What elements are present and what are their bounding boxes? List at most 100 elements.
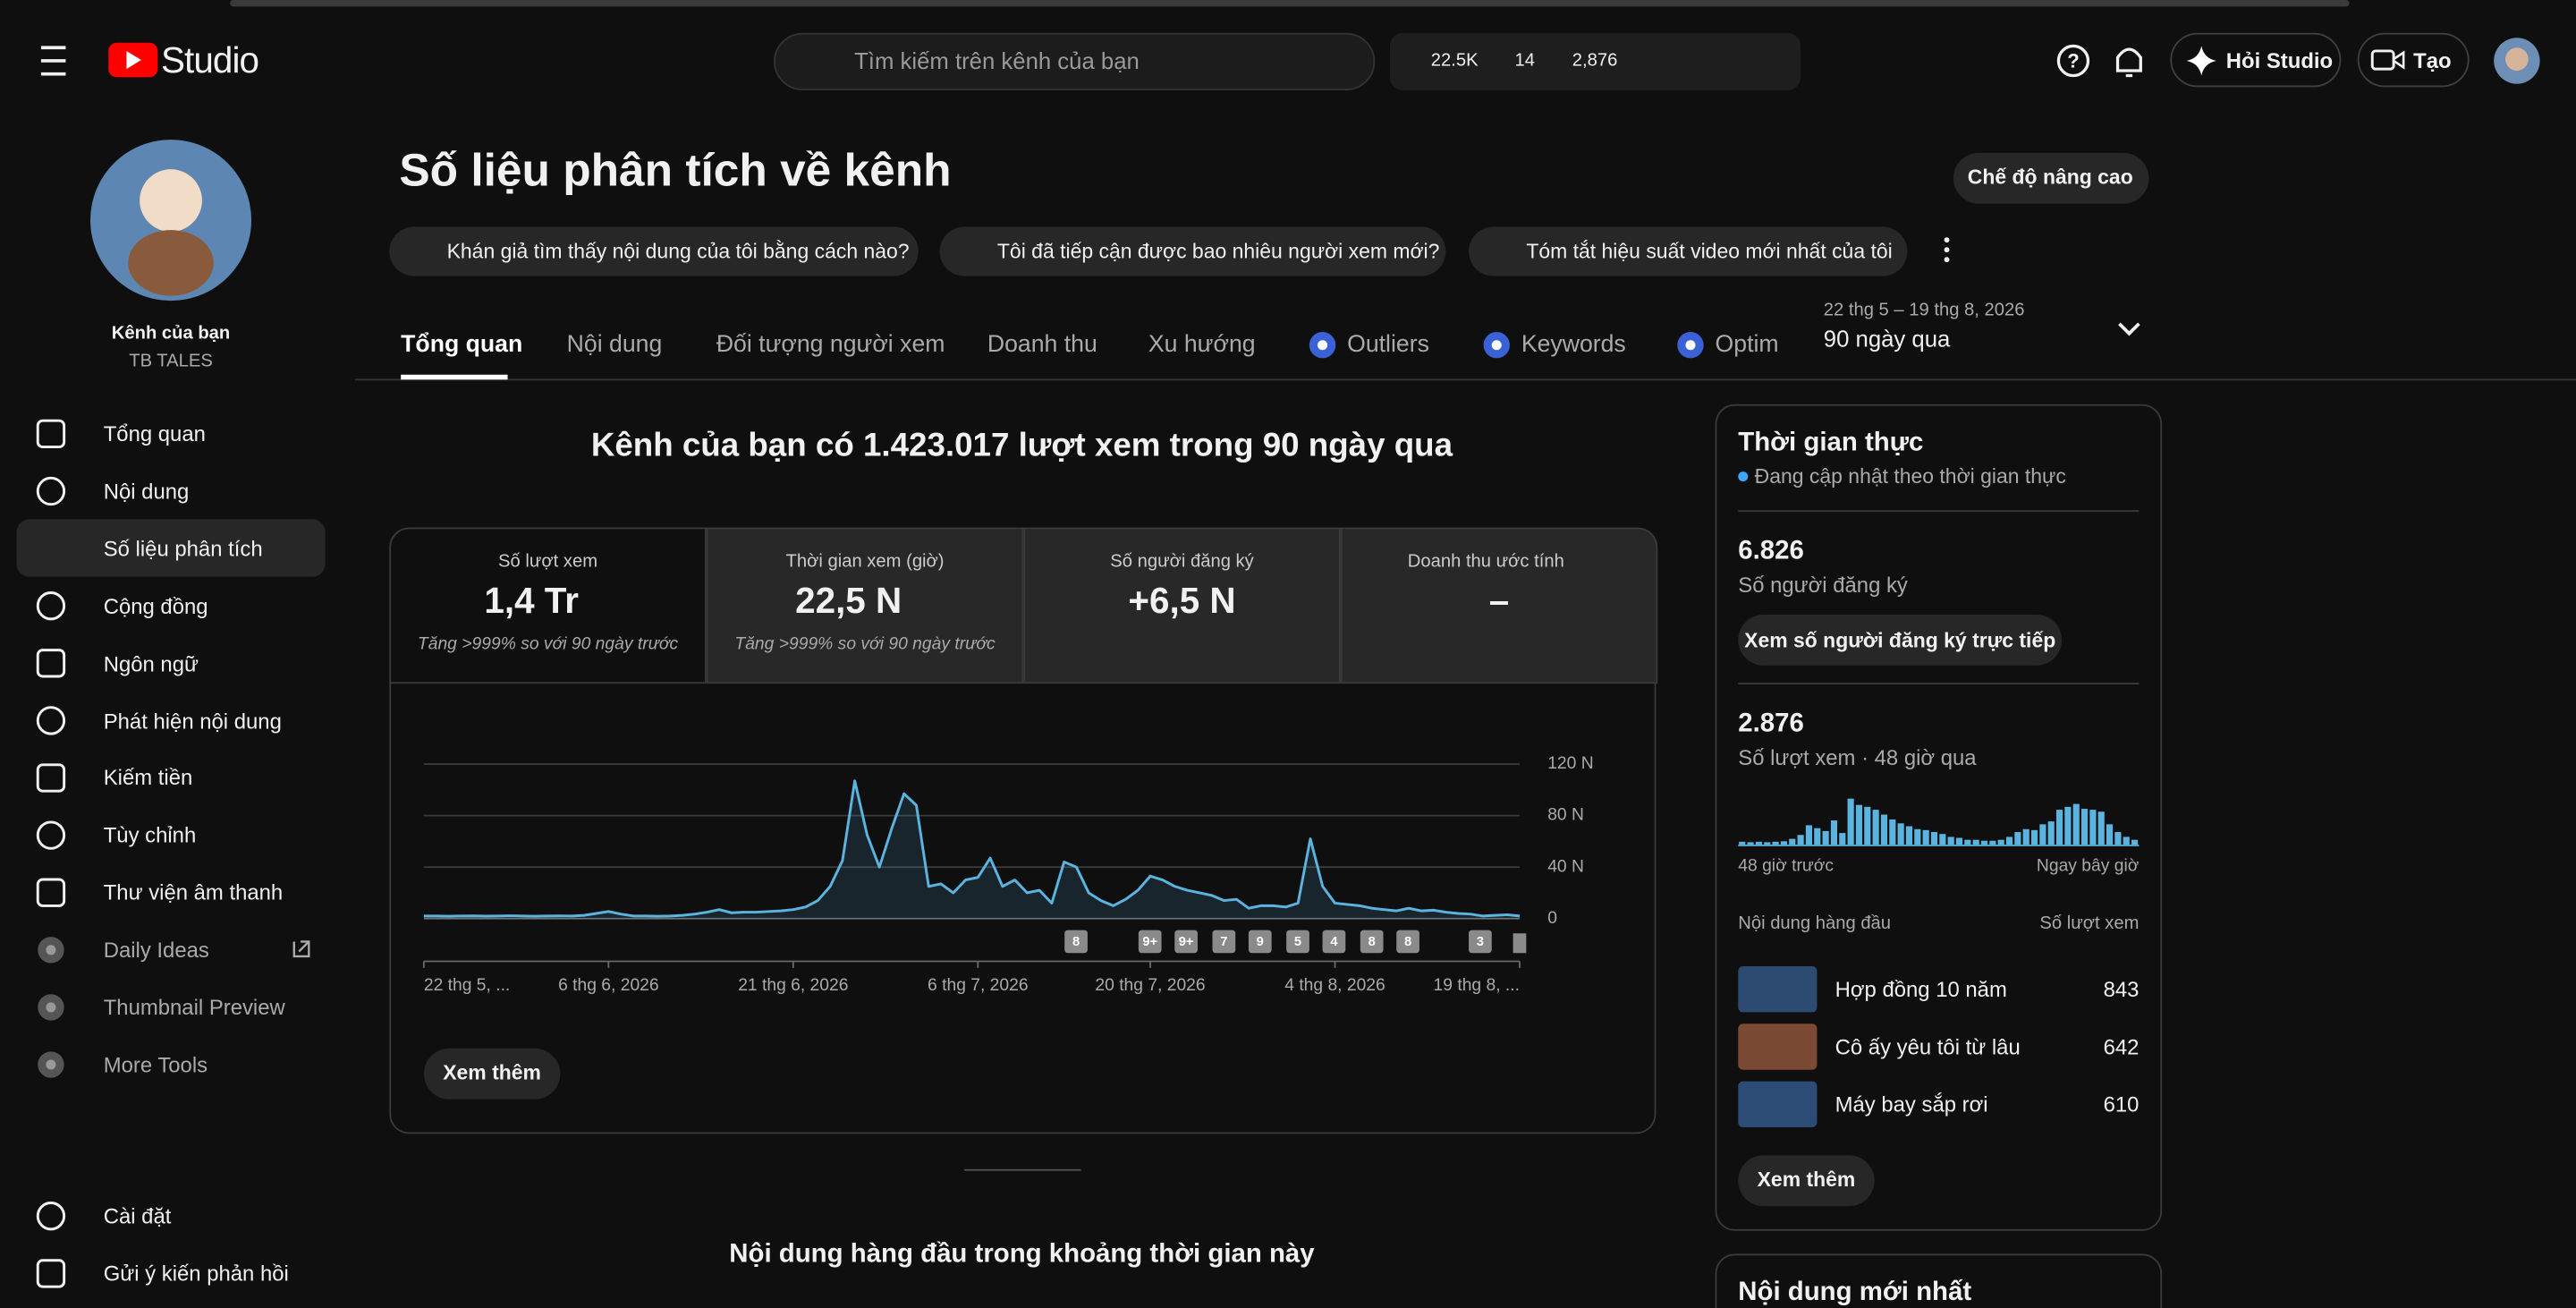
suggestion-chip[interactable] <box>1469 226 1908 276</box>
stat-value: 14 <box>1514 50 1535 71</box>
live-subscribers-button[interactable] <box>1738 614 2063 666</box>
create-icon <box>2392 50 2405 70</box>
nav-label: Tổng quan <box>103 421 206 446</box>
annotation-label: 8 <box>1368 935 1376 949</box>
x-tick-label: 6 thg 6, 2026 <box>558 976 658 995</box>
date-picker[interactable] <box>1814 296 2159 361</box>
video-title[interactable]: Hợp đồng 10 năm <box>1835 976 2007 1002</box>
video-title[interactable]: Cô ấy yêu tôi từ lâu <box>1835 1034 2021 1059</box>
icon <box>1491 340 1502 351</box>
nav-label: Ngôn ngữ <box>103 650 199 676</box>
realtime-bar <box>1839 833 1846 845</box>
more-icon <box>1944 247 1950 253</box>
annotation-label: 5 <box>1294 935 1301 949</box>
create-button[interactable] <box>2357 32 2470 88</box>
realtime-bar <box>2114 832 2122 845</box>
realtime-subtitle: Đang cập nhật theo thời gian thực <box>1754 464 2066 488</box>
tab[interactable]: Doanh thu <box>987 332 1097 359</box>
realtime-bar <box>1972 839 1979 845</box>
icon <box>46 945 56 956</box>
see-more-button[interactable] <box>423 1048 561 1100</box>
realtime-bar <box>1872 810 1879 845</box>
annotation-label: 9 <box>1257 935 1264 949</box>
live-dot <box>1738 471 1749 482</box>
axis-start-label: 48 giờ trước <box>1738 855 1835 876</box>
ask-studio-button[interactable] <box>2170 32 2342 88</box>
tab[interactable]: Xu hướng <box>1148 332 1256 359</box>
tab[interactable]: Outliers <box>1347 332 1429 359</box>
realtime-bar <box>1947 837 1954 845</box>
suggestion-label: Tóm tắt hiệu suất video mới nhất của tôi <box>1526 240 1893 263</box>
video-thumbnail[interactable] <box>1738 1023 1818 1070</box>
nav-label: More Tools <box>103 1052 208 1077</box>
realtime-title: Thời gian thực <box>1738 429 1924 457</box>
line <box>423 779 1521 918</box>
bell-icon <box>2115 47 2142 78</box>
page-title: Số liệu phân tích về kênh <box>399 144 952 196</box>
metric-value: – <box>1488 580 1510 622</box>
nav-label: Thumbnail Preview <box>103 995 285 1020</box>
external-link-icon <box>292 940 310 958</box>
channel-avatar <box>140 169 202 232</box>
more-icon <box>1944 257 1950 263</box>
advanced-mode-label: Chế độ nâng cao <box>1967 166 2133 190</box>
icon <box>36 706 66 735</box>
tab[interactable]: Nội dung <box>566 332 663 359</box>
suggestion-label: Tôi đã tiếp cận được bao nhiêu người xem… <box>996 240 1440 263</box>
metric-label: Số người đăng ký <box>1110 552 1254 573</box>
suggestion-chip[interactable] <box>389 226 919 276</box>
annotation-marker <box>1396 930 1419 954</box>
video-title[interactable]: Máy bay sắp rơi <box>1835 1091 1988 1117</box>
icon <box>36 476 66 506</box>
tab[interactable]: Keywords <box>1521 332 1626 359</box>
icon <box>36 419 66 449</box>
video-thumbnail[interactable] <box>1738 966 1818 1013</box>
latest-card <box>1715 1253 2163 1308</box>
tab[interactable]: Optim <box>1715 332 1779 359</box>
video-thumbnail[interactable] <box>1738 1081 1818 1128</box>
y-tick-label: 120 N <box>1547 754 1593 773</box>
nav-label: Phát hiện nội dung <box>103 708 282 734</box>
icon <box>36 878 66 907</box>
see-more-button[interactable] <box>1738 1155 1875 1207</box>
annotation-marker <box>1212 930 1236 954</box>
metric-tile[interactable] <box>1023 527 1341 684</box>
metric-tile[interactable] <box>706 527 1024 684</box>
metric-value: 1,4 Tr <box>484 580 579 622</box>
search-box[interactable] <box>774 32 1376 91</box>
stats-box[interactable] <box>1389 32 1801 91</box>
realtime-bar <box>1880 814 1888 845</box>
annotation-label: 9+ <box>1142 935 1157 949</box>
suggestion-chip[interactable] <box>939 226 1446 276</box>
live-subscribers-label: Xem số người đăng ký trực tiếp <box>1744 628 2056 652</box>
realtime-bar <box>2072 803 2080 845</box>
see-more-label: Xem thêm <box>1757 1168 1856 1192</box>
icon <box>36 763 66 793</box>
table-header: Số lượt xem <box>2039 913 2140 934</box>
realtime-bar <box>2097 811 2105 845</box>
video-views: 843 <box>2103 976 2140 1002</box>
x-tick-label: 6 thg 7, 2026 <box>928 976 1028 995</box>
realtime-bar <box>1772 841 1779 845</box>
tab[interactable]: Đối tượng người xem <box>716 332 945 359</box>
realtime-bar <box>1805 825 1813 845</box>
brand: Studio <box>161 39 259 81</box>
x-tick-label: 21 thg 6, 2026 <box>738 976 848 995</box>
metric-tile[interactable] <box>1340 527 1658 684</box>
metric-tile[interactable] <box>389 527 707 684</box>
annotation-label: 8 <box>1404 935 1411 949</box>
tab[interactable]: Tổng quan <box>401 332 523 359</box>
area <box>423 780 1520 919</box>
realtime-bar <box>1955 837 1963 845</box>
nav-label: Số liệu phân tích <box>103 536 263 561</box>
metric-note: Tăng >999% so với 90 ngày trước <box>417 633 679 655</box>
date-chevron <box>2118 322 2140 336</box>
realtime-bar <box>1780 841 1788 845</box>
annotation-marker <box>1064 930 1088 954</box>
realtime-bar <box>1922 829 1929 845</box>
advanced-mode-button[interactable] <box>1953 152 2149 204</box>
realtime-bar <box>2014 832 2021 845</box>
metric-note: Tăng >999% so với 90 ngày trước <box>734 633 996 655</box>
icon <box>1318 340 1328 351</box>
channel-label: Kênh của bạn <box>111 323 231 344</box>
